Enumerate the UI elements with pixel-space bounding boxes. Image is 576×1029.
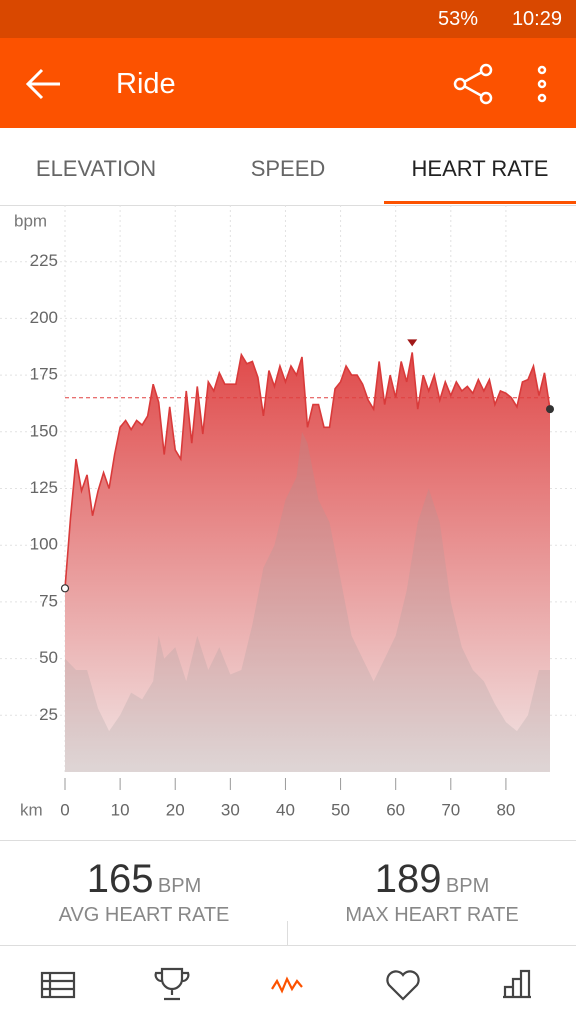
tab[interactable]: ELEVATION <box>35 156 157 181</box>
stats: 165 BPM AVG HEART RATE 189 BPM MAX HEART… <box>0 840 576 946</box>
bottom-nav <box>0 945 576 1024</box>
area <box>65 352 550 772</box>
stat-label: MAX HEART RATE <box>345 904 519 926</box>
y-tick-label: 75 <box>39 591 58 610</box>
chart: bpm km 25 50 75 100 125 150 175 200 225 0 10 20 30 40… <box>0 205 576 819</box>
nav-feed[interactable] <box>40 971 76 999</box>
end-point <box>546 405 554 414</box>
share-button[interactable] <box>452 62 496 106</box>
tab-indicator <box>384 201 576 204</box>
tab[interactable]: SPEED <box>250 156 326 181</box>
line <box>64 352 551 589</box>
x-axis-label: km <box>20 800 43 819</box>
back-button[interactable] <box>24 64 64 104</box>
y-tick-label: 200 <box>30 308 58 327</box>
y-tick-label: 125 <box>30 478 58 497</box>
nav-stats[interactable] <box>503 969 531 999</box>
max-marker <box>407 339 418 347</box>
status-bar: 53% 10:29 <box>0 0 576 38</box>
tab-bar: ELEVATION SPEED HEART RATE <box>0 128 576 206</box>
stat-unit: BPM <box>445 875 490 897</box>
nav-health[interactable] <box>386 970 420 1001</box>
nav-challenges[interactable] <box>154 967 190 1001</box>
battery: 53% <box>437 8 478 30</box>
app-bar: Ride <box>0 38 576 128</box>
y-tick-label: 150 <box>30 421 58 440</box>
title: Ride <box>116 68 176 100</box>
stat-value: 189 <box>374 857 442 901</box>
start-point <box>60 584 70 593</box>
x-tick-label: 60 <box>386 800 405 819</box>
x-tick-label: 10 <box>111 800 130 819</box>
nav-icons <box>40 967 531 1001</box>
stat-label: AVG HEART RATE <box>58 904 230 926</box>
x-tick-label: 30 <box>221 800 240 819</box>
x-tick-label: 70 <box>441 800 460 819</box>
divider <box>287 921 288 945</box>
y-tick-label: 175 <box>30 365 58 384</box>
x-tick-label: 20 <box>166 800 185 819</box>
y-tick-label: 25 <box>39 705 58 724</box>
x-tick-label: 80 <box>496 800 515 819</box>
elevation-area <box>65 431 550 772</box>
stat-value: 165 <box>86 857 154 901</box>
stat-unit: BPM <box>157 875 202 897</box>
nav-activity[interactable] <box>271 976 303 994</box>
y-axis-label: bpm <box>14 211 47 230</box>
tab-active[interactable]: HEART RATE <box>411 156 549 181</box>
x-tick-label: 0 <box>60 800 69 819</box>
y-tick-label: 225 <box>30 251 58 270</box>
y-tick-label: 100 <box>30 535 58 554</box>
menu-button[interactable] <box>530 64 554 104</box>
x-tick-label: 40 <box>276 800 295 819</box>
y-tick-label: 50 <box>39 648 58 667</box>
clock: 10:29 <box>511 8 562 30</box>
x-tick-label: 50 <box>331 800 350 819</box>
stat: 189 BPM MAX HEART RATE <box>288 857 576 927</box>
stat: 165 BPM AVG HEART RATE <box>0 857 288 927</box>
